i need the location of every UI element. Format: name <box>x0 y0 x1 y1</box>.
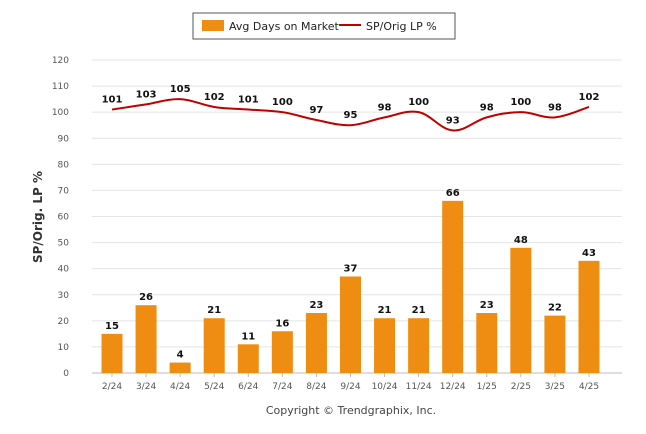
line-data-label: 102 <box>204 92 225 103</box>
line-data-label: 100 <box>510 97 531 108</box>
y-axis-ticks: 0 10 20 30 40 50 60 70 80 90 100 110 120 <box>52 56 69 379</box>
bar-data-label: 4 <box>177 350 184 361</box>
line-data-label: 98 <box>480 102 494 113</box>
y-tick-label: 100 <box>52 108 69 118</box>
line-data-label: 97 <box>309 105 323 116</box>
line-data-label: 100 <box>272 97 293 108</box>
y-tick-label: 50 <box>58 239 70 249</box>
y-tick-label: 40 <box>58 265 70 275</box>
x-tick-label: 2/24 <box>102 382 122 392</box>
bar <box>510 247 532 373</box>
bar <box>408 318 430 373</box>
x-tick-label: 4/25 <box>579 382 599 392</box>
y-tick-label: 0 <box>63 369 69 379</box>
copyright-text: Copyright © Trendgraphix, Inc. <box>266 404 436 417</box>
bar-data-label: 21 <box>378 305 392 316</box>
legend: Avg Days on Market SP/Orig LP % <box>192 12 456 40</box>
line-data-label: 102 <box>579 92 600 103</box>
bar <box>442 200 464 373</box>
y-axis-title: SP/Orig. LP % <box>31 171 45 263</box>
bar <box>476 313 498 373</box>
y-tick-label: 90 <box>58 134 70 144</box>
x-tick-label: 3/25 <box>545 382 565 392</box>
y-tick-label: 20 <box>58 317 70 327</box>
bar-data-label: 21 <box>207 305 221 316</box>
bar <box>101 333 123 373</box>
bar <box>305 313 327 373</box>
bar <box>169 362 191 373</box>
x-tick-label: 10/24 <box>372 382 398 392</box>
line-data-label: 95 <box>344 110 358 121</box>
x-tick-label: 7/24 <box>272 382 292 392</box>
bar-data-label: 16 <box>275 318 289 329</box>
data-labels: 15 26 4 21 11 16 23 37 21 21 66 23 48 22 43 101 103 105 10… <box>102 84 600 360</box>
x-tick-label: 9/24 <box>340 382 360 392</box>
bar <box>271 331 293 373</box>
bar-data-label: 26 <box>139 292 153 303</box>
bar <box>203 318 225 373</box>
line-data-label: 101 <box>102 95 123 106</box>
legend-label-line: SP/Orig LP % <box>366 20 437 33</box>
y-tick-label: 30 <box>58 291 70 301</box>
bar <box>374 318 396 373</box>
line-data-label: 93 <box>446 115 460 126</box>
x-tick-label: 1/25 <box>477 382 497 392</box>
line-data-label: 98 <box>378 102 392 113</box>
line-path <box>111 98 590 132</box>
y-tick-label: 10 <box>58 343 70 353</box>
bar-series <box>101 200 600 373</box>
bar-data-label: 15 <box>105 321 119 332</box>
legend-label-bar: Avg Days on Market <box>229 20 340 33</box>
bar-data-label: 66 <box>446 188 460 199</box>
legend-box <box>192 12 456 40</box>
bar-data-label: 23 <box>480 300 494 311</box>
x-tick-label: 6/24 <box>238 382 258 392</box>
bar-data-label: 22 <box>548 303 562 314</box>
bar-data-label: 21 <box>412 305 426 316</box>
bar <box>135 305 157 373</box>
bar-data-label: 37 <box>344 263 358 274</box>
x-tick-label: 8/24 <box>306 382 326 392</box>
line-data-label: 103 <box>136 89 157 100</box>
line-series <box>111 98 590 132</box>
x-tick-label: 2/25 <box>511 382 531 392</box>
y-tick-label: 70 <box>58 186 70 196</box>
bar <box>578 260 600 373</box>
x-tick-label: 12/24 <box>440 382 466 392</box>
line-data-label: 98 <box>548 102 562 113</box>
bar-data-label: 43 <box>582 248 596 259</box>
legend-swatch-bar <box>202 20 224 31</box>
bar-data-label: 11 <box>241 331 255 342</box>
bar-data-label: 48 <box>514 235 528 246</box>
y-tick-label: 120 <box>52 56 69 66</box>
line-data-label: 101 <box>238 95 259 106</box>
x-tick-label: 3/24 <box>136 382 156 392</box>
y-tick-label: 60 <box>58 213 70 223</box>
bar <box>339 276 361 373</box>
x-tick-label: 4/24 <box>170 382 190 392</box>
y-tick-label: 80 <box>58 160 70 170</box>
bar-data-label: 23 <box>309 300 323 311</box>
x-tick-label: 5/24 <box>204 382 224 392</box>
x-tick-label: 11/24 <box>406 382 432 392</box>
x-axis-ticks: 2/24 3/24 4/24 5/24 6/24 7/24 8/24 9/24 10/24 11/… <box>102 373 599 392</box>
line-data-label: 100 <box>408 97 429 108</box>
line-data-label: 105 <box>170 84 191 95</box>
bar <box>237 344 259 373</box>
y-tick-label: 110 <box>52 82 69 92</box>
bar <box>544 315 566 373</box>
